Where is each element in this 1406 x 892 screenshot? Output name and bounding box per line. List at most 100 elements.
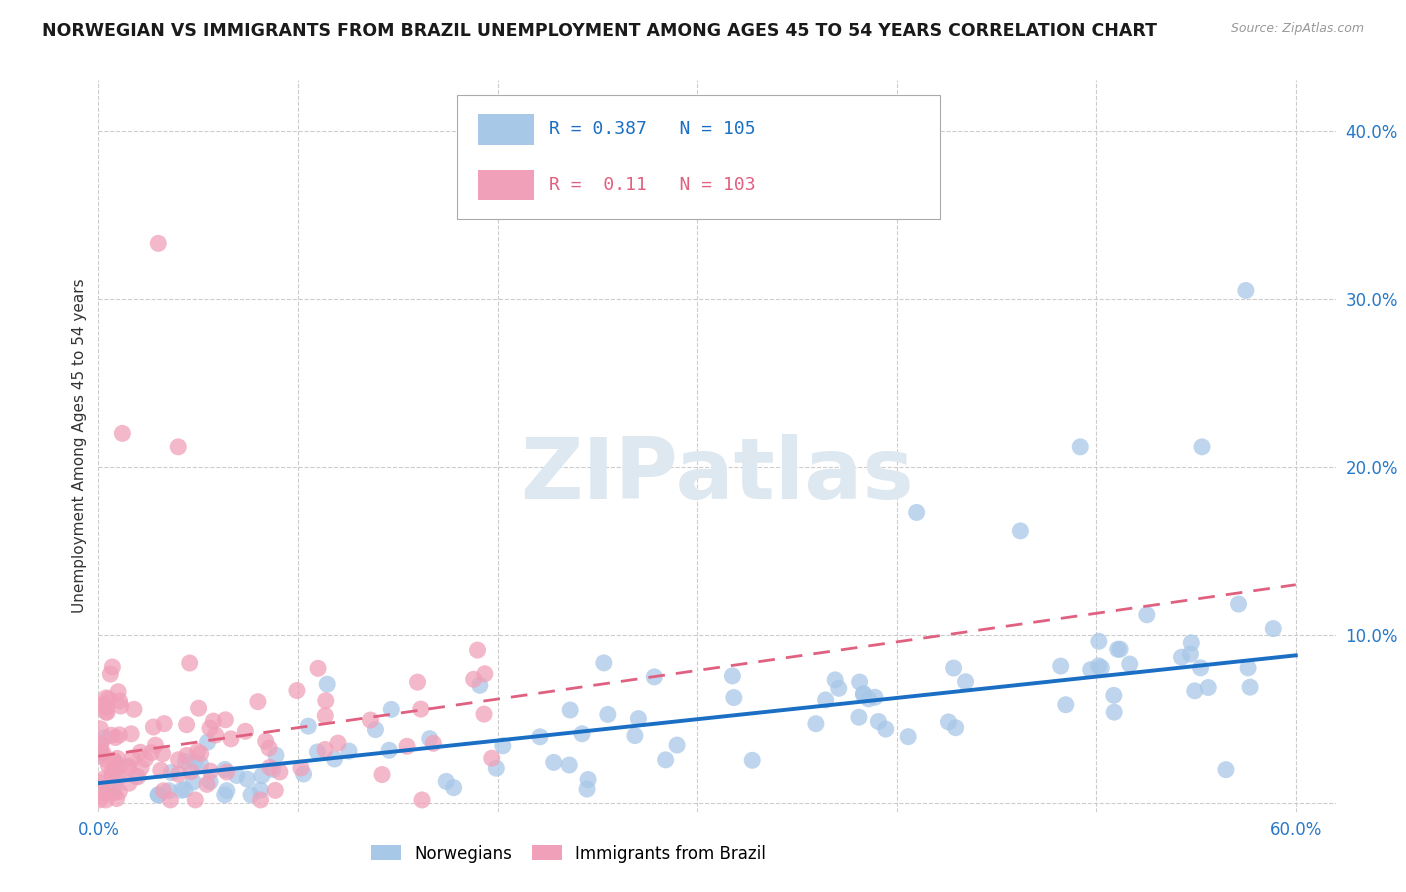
Point [422, 736, 444, 750]
Point [378, 743, 401, 757]
Point [105, 751, 128, 765]
Point [481, 751, 503, 765]
Point [94, 705, 117, 719]
Point [89, 722, 111, 736]
Point [110, 699, 132, 714]
Point [90, 737, 112, 751]
Point [197, 735, 219, 749]
Point [96, 780, 118, 794]
Point [200, 764, 222, 779]
Point [443, 780, 465, 795]
Point [875, 722, 897, 736]
Point [1215, 763, 1237, 777]
Point [93, 697, 115, 711]
Point [118, 759, 141, 773]
Point [107, 769, 129, 783]
Point [409, 702, 432, 716]
Point [290, 761, 312, 775]
Point [364, 723, 387, 737]
Point [264, 783, 287, 797]
Point [101, 660, 124, 674]
Point [411, 793, 433, 807]
Text: R =  0.11   N = 103: R = 0.11 N = 103 [548, 176, 755, 194]
Point [472, 707, 495, 722]
Point [249, 793, 271, 807]
Point [485, 761, 508, 775]
Point [624, 729, 647, 743]
Point [148, 236, 170, 251]
Point [167, 767, 190, 781]
Point [1197, 681, 1219, 695]
Point [152, 747, 174, 761]
Point [419, 731, 441, 746]
Point [529, 730, 551, 744]
Point [149, 763, 172, 777]
Point [94, 690, 117, 705]
Point [153, 716, 176, 731]
Point [96, 706, 118, 720]
Point [246, 695, 269, 709]
Point [187, 701, 209, 715]
Point [108, 758, 131, 772]
Point [103, 754, 125, 768]
Point [1227, 597, 1250, 611]
Point [190, 757, 212, 772]
Point [179, 656, 201, 670]
Point [955, 674, 977, 689]
Point [127, 770, 149, 784]
Point [160, 765, 183, 780]
Point [848, 675, 870, 690]
Point [314, 708, 336, 723]
Point [467, 643, 489, 657]
Point [285, 683, 308, 698]
Point [236, 772, 259, 786]
Point [560, 703, 582, 717]
Point [292, 767, 315, 781]
Point [94, 793, 117, 807]
Point [666, 738, 689, 752]
Point [204, 728, 226, 742]
Point [463, 673, 485, 687]
Point [101, 768, 124, 782]
Point [157, 784, 180, 798]
Point [122, 702, 145, 716]
Point [145, 738, 167, 752]
Point [120, 727, 142, 741]
Point [176, 748, 198, 763]
Point [262, 763, 284, 777]
Point [316, 677, 339, 691]
Point [721, 669, 744, 683]
Point [654, 753, 676, 767]
Point [492, 739, 515, 753]
Point [103, 786, 125, 800]
Point [90, 775, 112, 789]
Point [97, 758, 120, 772]
Point [592, 656, 614, 670]
Point [326, 736, 349, 750]
Point [1180, 636, 1202, 650]
Point [868, 714, 890, 729]
Point [468, 678, 491, 692]
Point [104, 731, 127, 745]
Point [202, 714, 225, 728]
FancyBboxPatch shape [478, 169, 534, 200]
Point [103, 781, 125, 796]
Point [176, 717, 198, 731]
Point [198, 774, 221, 789]
Point [89, 748, 111, 763]
Point [627, 712, 650, 726]
Point [576, 772, 599, 787]
Point [93, 731, 115, 745]
Point [215, 783, 238, 797]
Point [219, 731, 242, 746]
Point [250, 768, 273, 782]
Point [571, 727, 593, 741]
Point [173, 782, 195, 797]
Point [1102, 705, 1125, 719]
Text: R = 0.387   N = 105: R = 0.387 N = 105 [548, 120, 755, 138]
Point [152, 784, 174, 798]
Point [104, 762, 127, 776]
Point [1102, 689, 1125, 703]
Point [174, 755, 197, 769]
Point [945, 721, 967, 735]
